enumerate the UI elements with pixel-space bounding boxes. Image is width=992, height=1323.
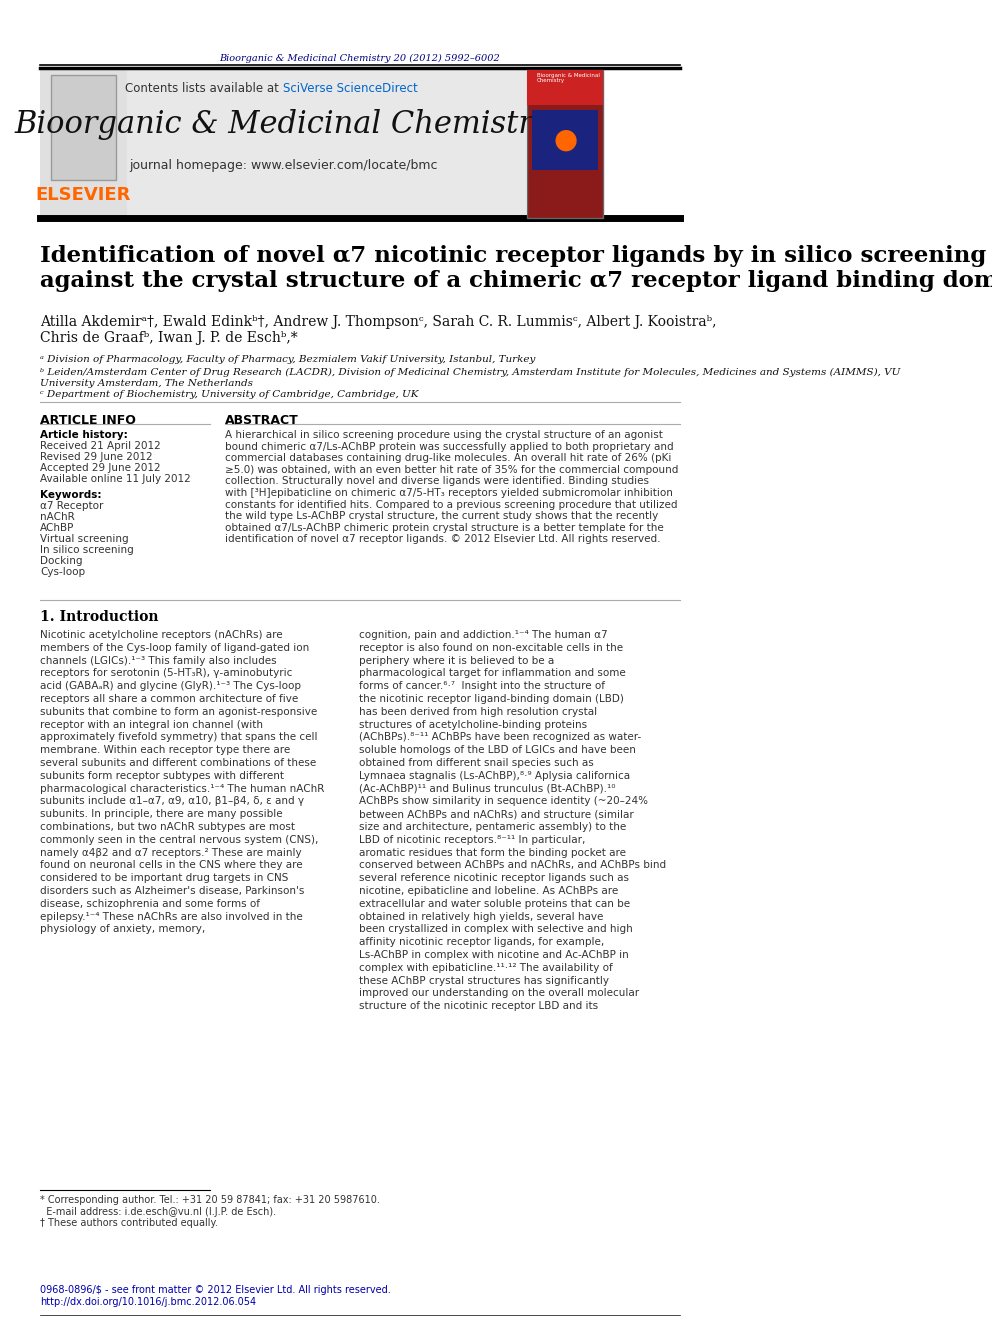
Text: journal homepage: www.elsevier.com/locate/bmc: journal homepage: www.elsevier.com/locat… xyxy=(129,159,437,172)
Text: Identification of novel α7 nicotinic receptor ligands by in silico screening
aga: Identification of novel α7 nicotinic rec… xyxy=(40,245,992,292)
Text: Accepted 29 June 2012: Accepted 29 June 2012 xyxy=(40,463,161,474)
Text: Cys-loop: Cys-loop xyxy=(40,568,85,577)
Text: Received 21 April 2012: Received 21 April 2012 xyxy=(40,441,161,451)
Bar xyxy=(51,75,116,180)
Text: Nicotinic acetylcholine receptors (nAChRs) are
members of the Cys-loop family of: Nicotinic acetylcholine receptors (nAChR… xyxy=(40,630,324,934)
Text: Article history:: Article history: xyxy=(40,430,128,441)
Text: Virtual screening: Virtual screening xyxy=(40,534,129,544)
Text: nAChR: nAChR xyxy=(40,512,74,523)
Bar xyxy=(527,70,603,218)
Text: ᵃ Division of Pharmacology, Faculty of Pharmacy, Bezmialem Vakif University, Ist: ᵃ Division of Pharmacology, Faculty of P… xyxy=(40,355,536,364)
Text: * Corresponding author. Tel.: +31 20 59 87841; fax: +31 20 5987610.
  E-mail add: * Corresponding author. Tel.: +31 20 59 … xyxy=(40,1195,380,1228)
Text: Available online 11 July 2012: Available online 11 July 2012 xyxy=(40,474,190,484)
Text: In silico screening: In silico screening xyxy=(40,545,134,556)
Text: Keywords:: Keywords: xyxy=(40,490,101,500)
Text: 1. Introduction: 1. Introduction xyxy=(40,610,159,624)
Text: Atilla Akdemirᵃ†, Ewald Edinkᵇ†, Andrew J. Thompsonᶜ, Sarah C. R. Lummisᶜ, Alber: Atilla Akdemirᵃ†, Ewald Edinkᵇ†, Andrew … xyxy=(40,315,716,345)
Text: ABSTRACT: ABSTRACT xyxy=(225,414,299,427)
Bar xyxy=(40,70,526,216)
Text: cognition, pain and addiction.¹⁻⁴ The human α7
receptor is also found on non-exc: cognition, pain and addiction.¹⁻⁴ The hu… xyxy=(359,630,667,1011)
Text: Bioorganic & Medicinal
Chemistry: Bioorganic & Medicinal Chemistry xyxy=(537,73,600,83)
Text: Contents lists available at: Contents lists available at xyxy=(125,82,283,94)
Text: ARTICLE INFO: ARTICLE INFO xyxy=(40,414,136,427)
Text: Bioorganic & Medicinal Chemistry: Bioorganic & Medicinal Chemistry xyxy=(15,110,552,140)
Text: Docking: Docking xyxy=(40,556,82,566)
Text: AChBP: AChBP xyxy=(40,523,74,533)
Bar xyxy=(532,110,598,169)
Text: ᵇ Leiden/Amsterdam Center of Drug Research (LACDR), Division of Medicinal Chemis: ᵇ Leiden/Amsterdam Center of Drug Resear… xyxy=(40,368,901,388)
Text: ELSEVIER: ELSEVIER xyxy=(36,187,131,204)
Text: 0968-0896/$ - see front matter © 2012 Elsevier Ltd. All rights reserved.
http://: 0968-0896/$ - see front matter © 2012 El… xyxy=(40,1285,391,1307)
Text: A hierarchical in silico screening procedure using the crystal structure of an a: A hierarchical in silico screening proce… xyxy=(225,430,679,544)
Text: ᶜ Department of Biochemistry, University of Cambridge, Cambridge, UK: ᶜ Department of Biochemistry, University… xyxy=(40,390,419,400)
Text: Bioorganic & Medicinal Chemistry 20 (2012) 5992–6002: Bioorganic & Medicinal Chemistry 20 (201… xyxy=(219,53,500,62)
Text: Revised 29 June 2012: Revised 29 June 2012 xyxy=(40,452,153,462)
Text: SciVerse ScienceDirect: SciVerse ScienceDirect xyxy=(283,82,418,94)
Text: α7 Receptor: α7 Receptor xyxy=(40,501,103,511)
Bar xyxy=(40,70,127,218)
Bar xyxy=(527,70,603,105)
Text: ●: ● xyxy=(554,126,577,153)
